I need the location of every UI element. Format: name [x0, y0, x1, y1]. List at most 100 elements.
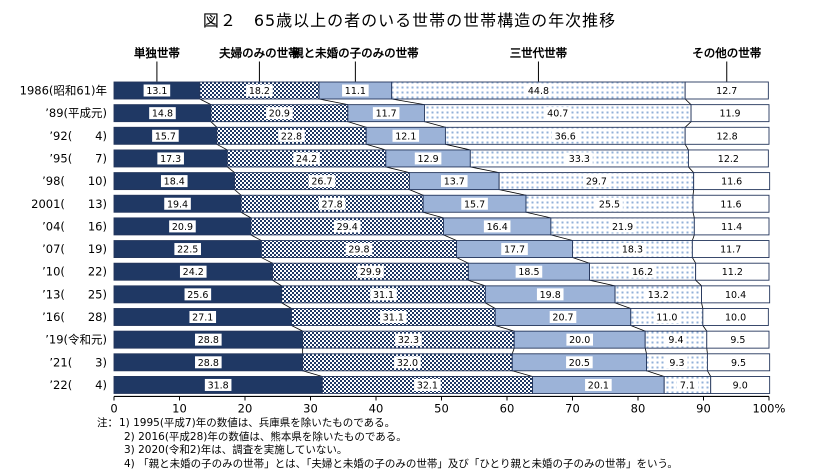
segment-connector-line	[391, 98, 425, 106]
value-label: 28.8	[198, 358, 219, 369]
note-line: 2) 2016(平成28)年の数値は、熊本県を除いたものである。	[124, 431, 678, 445]
segment-connector-line	[572, 257, 590, 264]
x-axis-tick-label: 10	[172, 401, 187, 415]
value-label-box	[266, 107, 293, 120]
note-text: 3) 2020(令和2)年は、調査を実施していない。	[124, 444, 348, 456]
segment-connector-line	[385, 166, 410, 173]
bar-row: ’13( 25) 25.6 31.1 19.8 13.2 10.4	[42, 285, 771, 304]
value-label-box	[515, 265, 543, 278]
bar-row: 2001( 13) 19.4 27.8 15.7 25.5 11.6	[31, 194, 770, 213]
value-label-box	[596, 197, 623, 210]
x-axis-tick-label: 90	[696, 401, 711, 415]
x-axis-tick-label: 40	[369, 401, 384, 415]
year-label: ’89(平成元)	[45, 106, 107, 120]
value-label-box	[318, 197, 346, 210]
value-label-box	[392, 129, 420, 142]
value-label: 32.1	[417, 380, 438, 391]
value-label: 11.0	[656, 313, 677, 324]
note-line: 3) 2020(令和2)年は、調査を実施していない。	[124, 444, 678, 458]
year-label: ’16( 28)	[42, 310, 107, 324]
segment-connector-line	[684, 98, 692, 105]
segment-connector-line	[250, 234, 262, 241]
year-label: 1986(昭和61)年	[20, 84, 107, 98]
value-label-box	[160, 175, 188, 188]
value-label-box	[440, 175, 468, 188]
bar-row: ’89(平成元) 14.8 20.9 11.7 40.7 11.9	[45, 104, 770, 123]
value-label: 12.9	[417, 154, 438, 165]
note-text: 2) 2016(平成28)年の数値は、熊本県を除いたものである。	[124, 430, 407, 443]
value-label-box	[566, 152, 593, 165]
segment-connector-line	[614, 302, 631, 309]
value-label-box	[380, 311, 407, 323]
segment-connector-line	[281, 302, 292, 309]
bar-row: ’95( 7) 17.3 24.2 12.9 33.3 12.2	[49, 149, 769, 168]
value-label: 28.8	[198, 335, 219, 346]
value-label-box	[716, 107, 744, 120]
segment-connector-line	[691, 234, 695, 241]
value-label: 9.5	[730, 335, 745, 346]
value-label: 33.3	[569, 154, 590, 165]
value-label-box	[414, 378, 441, 391]
value-label-box	[715, 152, 742, 165]
year-label: ’07( 19)	[42, 242, 107, 256]
bar-row: ’98( 10) 18.4 26.7 13.7 29.7 11.6	[42, 172, 771, 191]
value-label: 31.1	[383, 313, 404, 324]
value-label: 11.4	[721, 222, 742, 233]
segment-connector-line	[318, 98, 348, 106]
value-label: 29.7	[586, 177, 607, 188]
bar-row: ’19(令和元) 28.8 32.3 20.0 9.4 9.5	[45, 330, 770, 349]
value-label-box	[549, 311, 577, 323]
year-label: ’10( 22)	[42, 265, 107, 279]
segment-connector-line	[347, 121, 367, 128]
bar-row: ’92( 4) 15.7 22.8 12.1 36.6 12.8	[49, 126, 770, 145]
value-label: 16.4	[487, 222, 508, 233]
value-label-box	[718, 220, 745, 233]
value-label: 11.1	[345, 86, 366, 97]
value-label: 20.7	[552, 313, 573, 324]
value-label-box	[164, 197, 191, 210]
value-label: 20.9	[172, 222, 193, 233]
value-label: 9.5	[731, 358, 746, 369]
value-label: 18.4	[164, 177, 185, 188]
note-text: 1) 1995(平成7)年の数値は、兵庫県を除いたものである。	[119, 417, 396, 429]
x-axis-tick-label: 100%	[753, 401, 786, 415]
segment-connector-line	[302, 370, 323, 377]
value-label-box	[246, 84, 273, 97]
value-label-box	[653, 311, 681, 323]
segment-connector-line	[644, 348, 647, 354]
value-label-box	[536, 288, 564, 301]
value-label-box	[501, 243, 528, 256]
value-label-box	[713, 84, 741, 97]
year-label: ’13( 25)	[42, 287, 107, 301]
segment-connector-line	[366, 143, 386, 151]
value-label-box	[585, 378, 612, 391]
value-label-box	[278, 129, 305, 142]
value-label: 21.9	[612, 222, 633, 233]
value-label-box	[566, 333, 594, 346]
year-label: ’95( 7)	[49, 151, 107, 165]
value-label-box	[717, 197, 745, 210]
value-label: 26.7	[311, 177, 332, 188]
value-label-box	[483, 220, 511, 233]
value-label: 22.5	[177, 245, 198, 256]
value-label-box	[566, 356, 593, 369]
segment-connector-line	[291, 325, 303, 332]
value-label: 18.2	[249, 86, 270, 97]
value-label-box	[727, 333, 749, 346]
value-label-box	[179, 265, 207, 278]
value-label: 17.3	[160, 154, 181, 165]
value-label: 19.4	[167, 199, 188, 210]
value-label: 18.5	[518, 267, 539, 278]
value-label: 11.2	[722, 267, 743, 278]
segment-connector-line	[423, 211, 444, 219]
value-label: 15.7	[464, 199, 485, 210]
segment-connector-line	[216, 143, 228, 151]
segment-connector-line	[692, 257, 696, 264]
note-text: 4) 「親と未婚の子のみの世帯」とは、「夫婦と未婚の子のみの世帯」及び「ひとり親…	[124, 457, 678, 470]
value-label: 17.7	[504, 245, 525, 256]
year-label: ’92( 4)	[49, 129, 107, 143]
value-label: 31.1	[373, 290, 394, 301]
value-label: 24.2	[183, 267, 204, 278]
